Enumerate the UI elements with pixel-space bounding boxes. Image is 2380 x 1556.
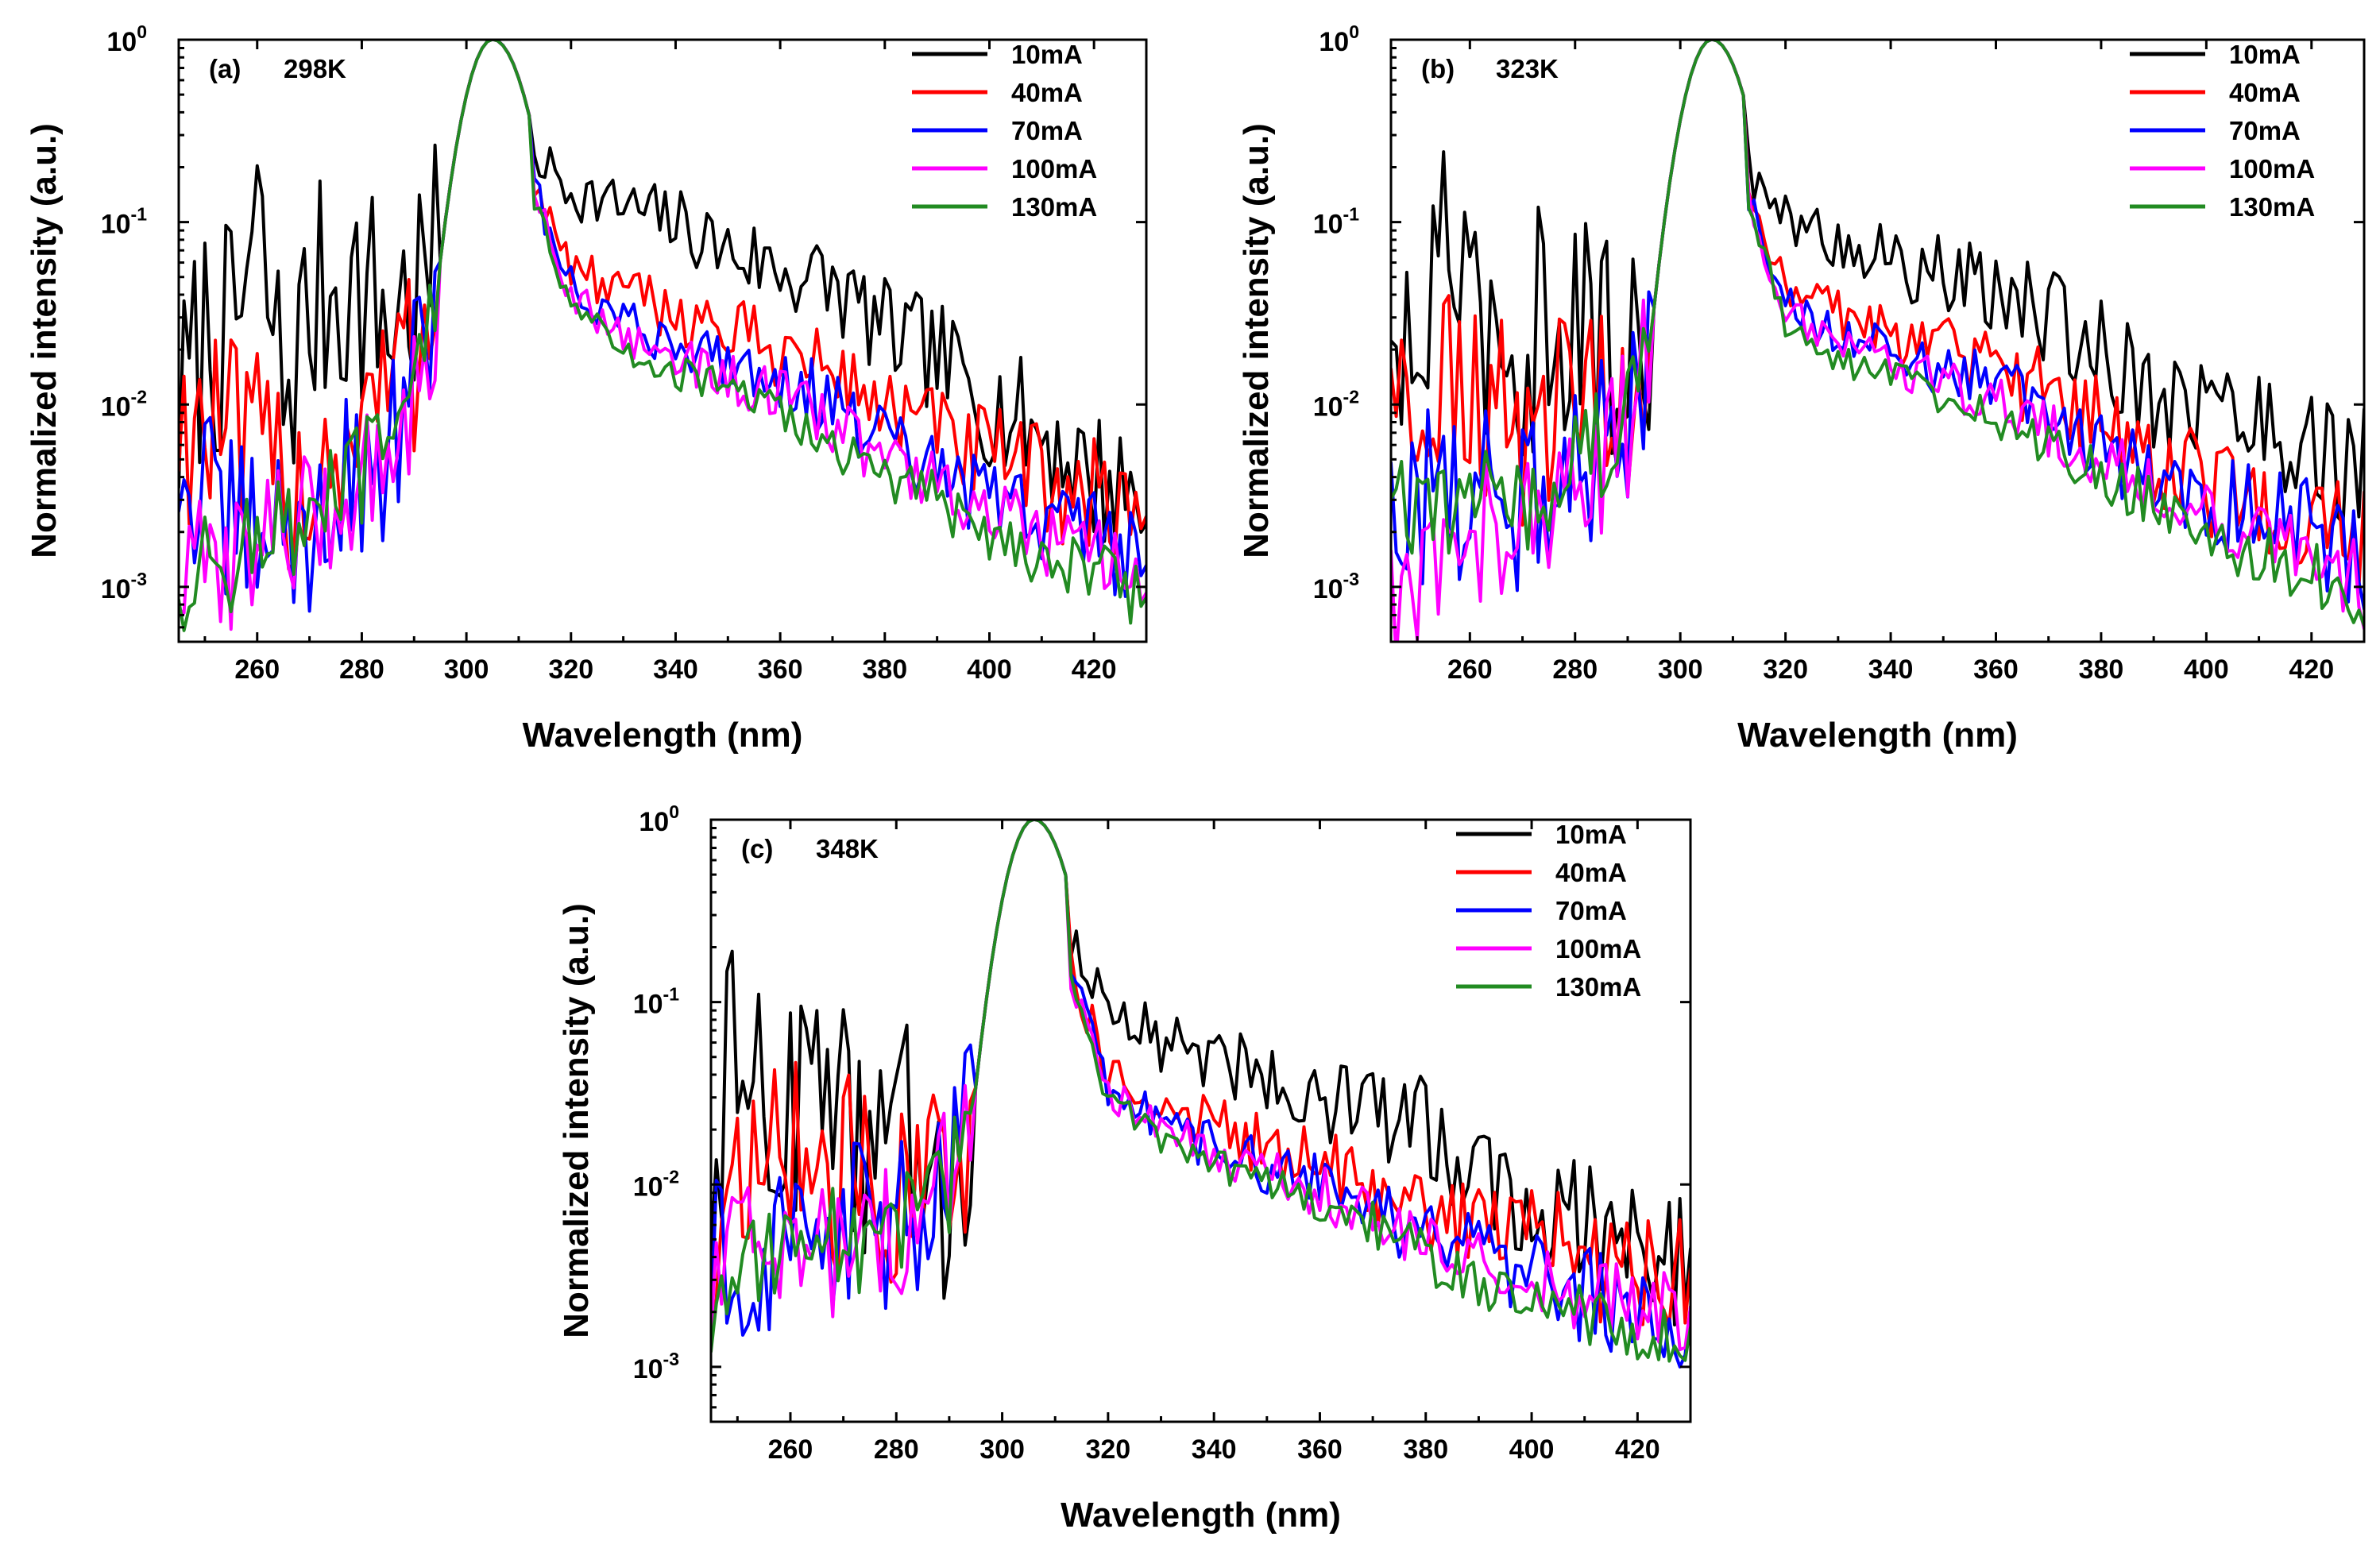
x-tick-label: 360: [1973, 654, 2019, 685]
x-tick-label: 300: [444, 654, 489, 685]
y-tick-label: 10-1: [101, 204, 147, 240]
series-line-100mA: [711, 820, 1690, 1352]
series-line-40mA: [179, 40, 1146, 571]
panel-label: (b): [1421, 54, 1455, 83]
x-axis-title: Wavelength (nm): [1061, 1496, 1341, 1535]
legend-label: 130mA: [1555, 972, 1641, 1002]
series-line-40mA: [711, 820, 1690, 1326]
temperature-label: 298K: [284, 54, 346, 83]
y-tick-label: 10-2: [1313, 386, 1359, 422]
legend-label: 130mA: [1011, 192, 1097, 222]
x-tick-label: 260: [1447, 654, 1493, 685]
legend-label: 10mA: [1011, 40, 1083, 69]
x-tick-label: 360: [758, 654, 803, 685]
x-tick-label: 340: [1868, 654, 1914, 685]
series-line-10mA: [711, 820, 1690, 1326]
x-axis-title: Wavelength (nm): [523, 716, 803, 755]
temperature-label: 348K: [816, 834, 879, 863]
series-line-10mA: [1391, 40, 2364, 525]
y-tick-label: 10-3: [633, 1349, 679, 1384]
plot-frame: [177, 38, 1148, 643]
panel-label: (a): [209, 54, 241, 83]
x-tick-label: 400: [967, 654, 1012, 685]
x-tick-label: 400: [1509, 1434, 1555, 1465]
x-tick-label: 420: [2289, 654, 2334, 685]
x-tick-label: 260: [768, 1434, 813, 1465]
x-tick-label: 260: [234, 654, 280, 685]
legend-label: 100mA: [1555, 934, 1641, 963]
series-line-70mA: [179, 40, 1146, 613]
legend-label: 70mA: [1555, 896, 1627, 925]
legend-label: 70mA: [1011, 116, 1083, 145]
x-tick-label: 280: [339, 654, 384, 685]
legend-label: 40mA: [1011, 78, 1083, 107]
legend-label: 10mA: [2229, 40, 2301, 69]
y-axis-title: Normalized intensity (a.u.): [25, 123, 64, 558]
legend-label: 100mA: [1011, 154, 1097, 183]
legend-label: 100mA: [2229, 154, 2315, 183]
legend-label: 130mA: [2229, 192, 2315, 222]
legend-label: 10mA: [1555, 820, 1627, 849]
legend-label: 40mA: [1555, 858, 1627, 887]
y-tick-label: 100: [1319, 21, 1359, 57]
y-tick-label: 10-3: [1313, 569, 1359, 604]
y-tick-label: 100: [106, 21, 147, 57]
y-axis-title: Normalized intensity (a.u.): [557, 903, 596, 1338]
x-tick-label: 300: [1658, 654, 1703, 685]
y-tick-label: 10-3: [101, 569, 147, 604]
x-tick-label: 380: [862, 654, 907, 685]
y-tick-label: 10-2: [633, 1166, 679, 1202]
series-group: [711, 820, 1690, 1369]
x-tick-label: 280: [874, 1434, 919, 1465]
x-tick-label: 320: [1085, 1434, 1130, 1465]
y-tick-label: 10-2: [101, 386, 147, 422]
series-line-130mA: [711, 820, 1690, 1363]
plot-frame: [709, 818, 1692, 1423]
x-tick-label: 360: [1297, 1434, 1343, 1465]
legend-label: 70mA: [2229, 116, 2301, 145]
x-tick-label: 380: [2079, 654, 2124, 685]
x-tick-label: 420: [1615, 1434, 1660, 1465]
plot-frame: [1389, 38, 2366, 643]
x-tick-label: 400: [2184, 654, 2229, 685]
series-line-130mA: [1391, 40, 2364, 627]
x-tick-label: 280: [1552, 654, 1598, 685]
y-axis-title: Normalized intensity (a.u.): [1237, 123, 1276, 558]
x-tick-label: 420: [1072, 654, 1117, 685]
x-tick-label: 320: [548, 654, 593, 685]
chart-panel: 260 280 300 320 340 360 380 400 420 10-3 10-2 10-1 1…: [557, 801, 1692, 1535]
x-axis-title: Wavelength (nm): [1737, 716, 2018, 755]
series-group: [179, 40, 1146, 632]
series-line-130mA: [179, 40, 1146, 632]
panel-label: (c): [741, 834, 773, 863]
x-tick-label: 320: [1763, 654, 1808, 685]
y-tick-label: 10-1: [633, 984, 679, 1020]
series-line-100mA: [1391, 40, 2364, 642]
x-tick-label: 380: [1403, 1434, 1448, 1465]
series-line-10mA: [179, 40, 1146, 543]
temperature-label: 323K: [1496, 54, 1559, 83]
x-tick-label: 340: [1192, 1434, 1237, 1465]
y-tick-label: 100: [639, 801, 679, 837]
x-tick-label: 300: [979, 1434, 1025, 1465]
legend-label: 40mA: [2229, 78, 2301, 107]
series-group: [1391, 40, 2364, 642]
chart-panel: 260 280 300 320 340 360 380 400 420 10-3 10-2 10-1 1…: [1237, 21, 2366, 755]
chart-panel: 260 280 300 320 340 360 380 400 420 10-3 10-2 10-1 1…: [25, 21, 1148, 755]
y-tick-label: 10-1: [1313, 204, 1359, 240]
series-line-100mA: [179, 40, 1146, 631]
x-tick-label: 340: [653, 654, 698, 685]
